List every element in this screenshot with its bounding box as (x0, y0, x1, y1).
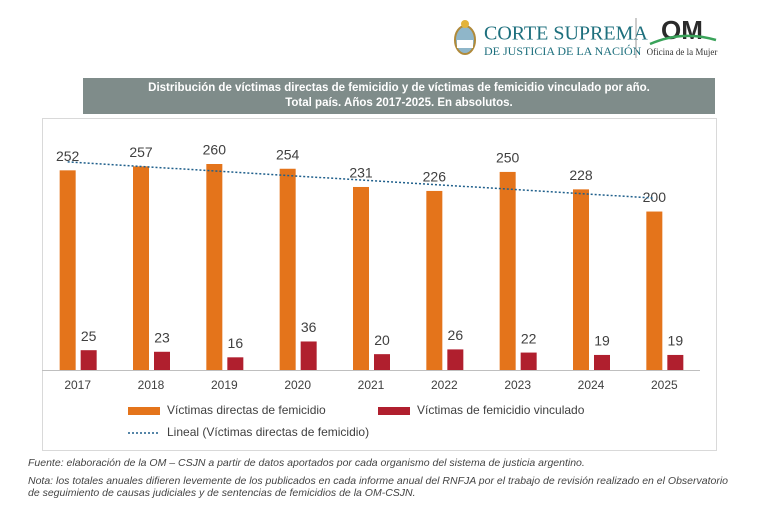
data-label: 260 (203, 142, 227, 158)
bar (594, 354, 610, 370)
bar (573, 189, 589, 370)
institution-name: CORTE SUPREMA (484, 23, 648, 45)
bar (646, 211, 663, 370)
trend-line (67, 161, 655, 199)
data-label: 19 (594, 333, 610, 349)
data-label: 26 (448, 327, 464, 343)
data-label: 257 (129, 144, 153, 160)
x-tick-label: 2020 (284, 378, 311, 392)
data-label: 16 (228, 335, 244, 351)
data-label: 231 (349, 165, 373, 181)
bar (206, 164, 223, 370)
data-label: 23 (154, 329, 170, 345)
legend-swatch (378, 407, 410, 415)
x-tick-label: 2022 (431, 378, 458, 392)
legend-label: Lineal (Víctimas directas de femicidio) (167, 425, 369, 439)
data-label: 228 (569, 167, 593, 183)
data-label: 252 (56, 148, 80, 164)
x-tick-label: 2025 (651, 378, 678, 392)
title-banner (83, 78, 715, 114)
chart-title: Distribución de víctimas directas de fem… (148, 82, 650, 94)
legend-swatch (128, 407, 160, 415)
x-tick-label: 2023 (504, 378, 531, 392)
data-label: 226 (423, 169, 447, 185)
csjn-emblem (454, 20, 476, 55)
logo-swoosh (649, 34, 717, 46)
x-tick-label: 2024 (578, 378, 605, 392)
bar (227, 357, 244, 370)
bar (279, 168, 296, 370)
bar (374, 354, 390, 370)
x-tick-label: 2019 (211, 378, 238, 392)
x-tick-label: 2018 (138, 378, 165, 392)
data-label: 20 (374, 332, 390, 348)
data-label: 19 (668, 333, 684, 349)
source-note: Fuente: elaboración de la OM – CSJN a pa… (28, 457, 585, 469)
bar (80, 350, 97, 370)
footnote: Nota: los totales anuales difieren levem… (28, 475, 729, 499)
data-label: 250 (496, 150, 520, 166)
legend-label: Víctimas de femicidio vinculado (417, 403, 585, 417)
bar (499, 171, 516, 370)
bar (520, 352, 537, 370)
institution-name: DE JUSTICIA DE LA NACIÓN (484, 44, 642, 58)
legend-label: Víctimas directas de femicidio (167, 403, 326, 417)
bar (447, 349, 464, 370)
data-label: 22 (521, 330, 537, 346)
bar (667, 354, 684, 370)
bar (154, 351, 170, 370)
bar (133, 166, 149, 370)
data-label: 36 (301, 319, 317, 335)
x-tick-label: 2021 (358, 378, 385, 392)
bar (59, 170, 76, 370)
chart-subtitle: Total país. Años 2017-2025. En absolutos… (285, 97, 513, 109)
x-tick-label: 2017 (64, 378, 91, 392)
bar (353, 186, 369, 370)
bar (300, 341, 317, 370)
office-name: Oficina de la Mujer (647, 47, 718, 57)
data-label: 200 (643, 189, 667, 205)
data-label: 25 (81, 328, 97, 344)
office-logo: OM (661, 15, 703, 45)
data-label: 254 (276, 146, 300, 162)
plot-frame (42, 118, 717, 451)
bar (426, 190, 443, 370)
